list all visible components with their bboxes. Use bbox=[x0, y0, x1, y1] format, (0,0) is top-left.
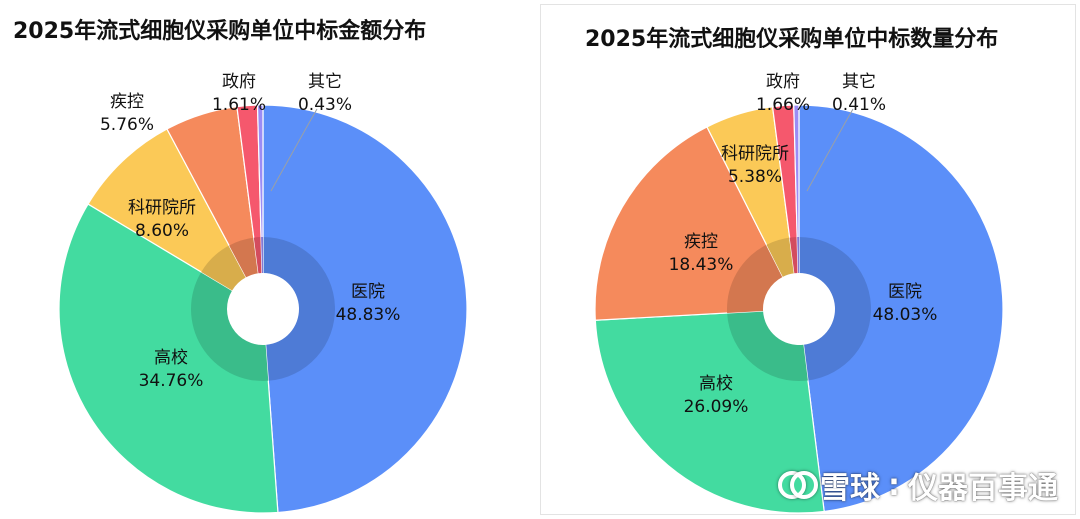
slice-value-university: 26.09% bbox=[684, 397, 749, 417]
slice-inner-hospital bbox=[799, 237, 871, 381]
slice-inner-other bbox=[797, 237, 799, 274]
slice-value-cdc: 5.76% bbox=[100, 115, 154, 135]
slice-label-research: 科研院所 bbox=[721, 144, 789, 164]
donut-chart-amount: 医院 48.83% 高校 34.76% 科研院所 8.60% 疾控 5.76% 政府 1.61% 其… bbox=[58, 72, 468, 514]
slice-value-cdc: 18.43% bbox=[669, 255, 734, 275]
slice-hospital bbox=[262, 104, 468, 514]
leader-line-other bbox=[806, 108, 854, 192]
slice-inner-government bbox=[253, 237, 263, 274]
slice-label-cdc: 疾控 bbox=[110, 92, 144, 112]
chart-panel-quantity: 2025年流式细胞仪采购单位中标数量分布 医院 48.03% 高校 26.09% 疾控 1… bbox=[540, 4, 1076, 515]
slice-value-hospital: 48.03% bbox=[873, 305, 938, 325]
slice-value-hospital: 48.83% bbox=[336, 305, 401, 325]
slice-label-university: 高校 bbox=[699, 374, 733, 394]
slice-inner-hospital bbox=[263, 237, 335, 381]
watermark-separator: : bbox=[888, 467, 900, 503]
slice-value-other: 0.43% bbox=[298, 95, 352, 115]
slice-label-hospital: 医院 bbox=[351, 282, 385, 302]
slice-value-research: 5.38% bbox=[728, 167, 782, 187]
slice-label-other: 其它 bbox=[842, 72, 876, 92]
slice-label-government: 政府 bbox=[766, 72, 800, 92]
slice-label-other: 其它 bbox=[308, 72, 342, 92]
slice-label-university: 高校 bbox=[154, 348, 188, 368]
slice-inner-research bbox=[766, 237, 795, 277]
slice-inner-university bbox=[190, 271, 269, 381]
slice-value-research: 8.60% bbox=[135, 221, 189, 241]
donut-chart-quantity: 医院 48.03% 高校 26.09% 疾控 18.43% 科研院所 5.38% 政府 1.66%… bbox=[594, 72, 1004, 514]
slice-label-research: 科研院所 bbox=[128, 198, 196, 218]
slice-research bbox=[87, 128, 247, 292]
slice-inner-other bbox=[261, 237, 263, 274]
watermark-brand: 雪球 bbox=[820, 471, 880, 506]
slice-value-government: 1.61% bbox=[212, 95, 266, 115]
slice-value-university: 34.76% bbox=[139, 371, 204, 391]
chart-panel-amount: 2025年流式细胞仪采购单位中标金额分布 医院 48.83% 高校 34.76% 科研院… bbox=[4, 4, 529, 515]
slice-hospital bbox=[798, 104, 1004, 513]
chart-title-amount: 2025年流式细胞仪采购单位中标金额分布 bbox=[13, 19, 427, 44]
leader-line-other bbox=[270, 108, 318, 192]
slice-inner-university bbox=[727, 310, 808, 381]
watermark-account: 仪器百事通 bbox=[908, 471, 1058, 506]
chart-title-quantity: 2025年流式细胞仪采购单位中标数量分布 bbox=[585, 27, 999, 52]
slice-cdc bbox=[594, 126, 784, 321]
snowball-logo-icon bbox=[778, 470, 818, 500]
slice-value-other: 0.41% bbox=[832, 95, 886, 115]
slice-value-government: 1.66% bbox=[756, 95, 810, 115]
slice-inner-cdc bbox=[727, 244, 783, 313]
slice-label-hospital: 医院 bbox=[888, 282, 922, 302]
watermark: 雪球 : 仪器百事通 bbox=[778, 463, 1058, 507]
slice-label-government: 政府 bbox=[222, 72, 256, 92]
slice-label-cdc: 疾控 bbox=[684, 232, 718, 252]
slice-inner-cdc bbox=[229, 237, 259, 278]
slice-inner-government bbox=[789, 237, 799, 274]
